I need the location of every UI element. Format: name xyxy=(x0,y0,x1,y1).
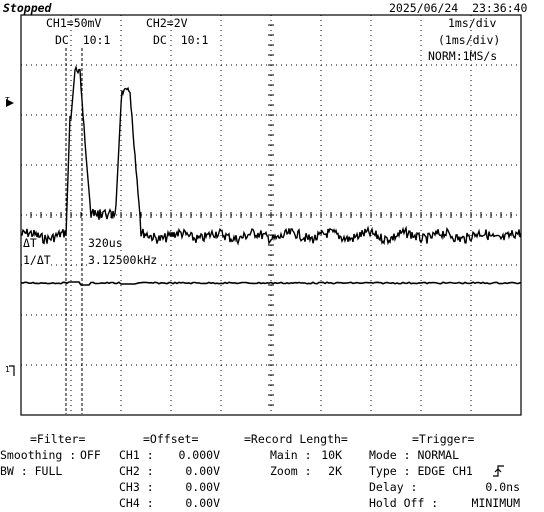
trigger-level-label: T xyxy=(5,96,10,105)
trigger-type[interactable]: Type : EDGE CH1 xyxy=(369,464,473,478)
offset-ch1-value[interactable]: 0.000V xyxy=(178,448,220,462)
rising-edge-icon xyxy=(493,465,504,477)
ch2-trace xyxy=(20,281,522,286)
bandwidth-setting[interactable]: BW : FULL xyxy=(0,464,63,478)
timebase-secondary: (1ms/div) xyxy=(438,33,501,47)
ch1-ground-label: 1 xyxy=(5,365,10,374)
record-length-title: =Record Length= xyxy=(244,432,348,446)
smoothing-value[interactable]: OFF xyxy=(80,448,101,462)
ch1-scale: CH1=50mV xyxy=(46,16,102,30)
cursor-inverse-value: 3.12500kHz xyxy=(88,253,158,267)
ch1-coupling: DC 10:1 xyxy=(55,33,111,47)
cursor-delta-value: 320us xyxy=(88,236,123,250)
trigger-title: =Trigger= xyxy=(412,432,475,446)
timebase: 1ms/div xyxy=(448,16,497,30)
record-zoom-label: Zoom : xyxy=(270,464,312,478)
record-zoom-value[interactable]: 2K xyxy=(328,464,342,478)
record-main-value[interactable]: 10K xyxy=(321,448,342,462)
offset-ch4-value[interactable]: 0.00V xyxy=(185,496,220,510)
trigger-holdoff-value[interactable]: MINIMUM xyxy=(471,496,520,510)
filter-title: =Filter= xyxy=(30,432,86,446)
scope-display xyxy=(6,14,522,416)
ch2-coupling: DC 10:1 xyxy=(153,33,209,47)
graticule xyxy=(20,14,522,416)
cursor-inverse-label: 1/ΔT xyxy=(23,253,51,267)
cursor-delta-label: ΔT xyxy=(23,236,37,250)
ch2-scale: CH2=2V xyxy=(146,16,188,30)
offset-ch2-label: CH2 : xyxy=(119,464,154,478)
offset-ch2-value[interactable]: 0.00V xyxy=(185,464,220,478)
ch1-ground-marker[interactable] xyxy=(9,365,15,376)
trigger-delay-label: Delay : xyxy=(369,480,418,494)
date-time: 2025/06/24 23:36:40 xyxy=(389,1,528,15)
acquisition-mode: NORM:1MS/s xyxy=(428,49,498,63)
trigger-delay-value[interactable]: 0.0ns xyxy=(485,480,520,494)
offset-ch1-label: CH1 : xyxy=(119,448,154,462)
offset-ch3-value[interactable]: 0.00V xyxy=(185,480,220,494)
offset-ch4-label: CH4 : xyxy=(119,496,154,510)
offset-title: =Offset= xyxy=(143,432,199,446)
trigger-level-marker[interactable] xyxy=(6,99,14,107)
smoothing-label: Smoothing : xyxy=(0,448,77,462)
record-main-label: Main : xyxy=(270,448,312,462)
offset-ch3-label: CH3 : xyxy=(119,480,154,494)
acquisition-status: Stopped xyxy=(3,1,52,15)
ch1-trace xyxy=(20,64,522,246)
trigger-mode[interactable]: Mode : NORMAL xyxy=(369,448,460,462)
trigger-holdoff-label: Hold Off : xyxy=(369,496,439,510)
